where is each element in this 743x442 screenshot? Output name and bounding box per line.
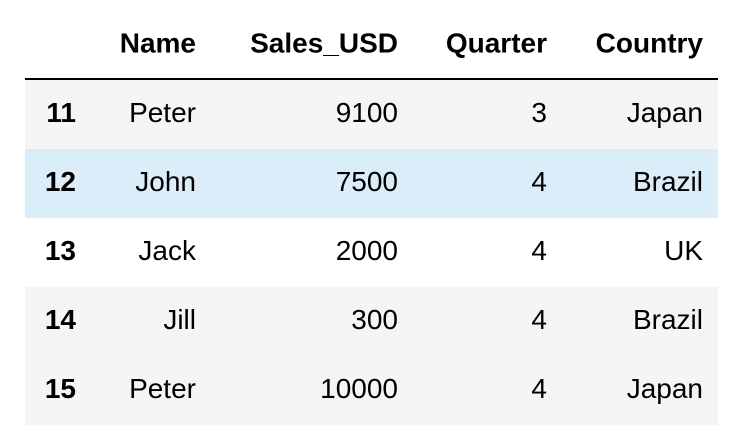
row-background: [25, 287, 718, 356]
table-cell: 10000: [320, 373, 398, 404]
row-index: 15: [45, 373, 76, 404]
column-header: Quarter: [446, 27, 547, 58]
column-header: Country: [596, 27, 704, 58]
row-index: 14: [45, 304, 77, 335]
row-index: 11: [46, 97, 76, 128]
row-background: [25, 149, 718, 218]
column-header: Name: [120, 27, 196, 58]
table-cell: Jill: [163, 304, 196, 335]
table-cell: Brazil: [633, 304, 703, 335]
row-index: 12: [45, 166, 76, 197]
table-cell: 4: [531, 235, 547, 266]
table-cell: Japan: [627, 373, 703, 404]
table-cell: 3: [531, 97, 547, 128]
row-background: [25, 80, 718, 149]
row-index: 13: [45, 235, 76, 266]
table-cell: John: [135, 166, 196, 197]
table-cell: 2000: [336, 235, 398, 266]
table-cell: 9100: [336, 97, 398, 128]
row-background: [25, 218, 718, 287]
table-cell: UK: [664, 235, 703, 266]
table-cell: Japan: [627, 97, 703, 128]
table-cell: Jack: [138, 235, 197, 266]
row-background: [25, 356, 718, 425]
table-cell: 4: [531, 373, 547, 404]
table-cell: 4: [531, 304, 547, 335]
table-cell: 300: [351, 304, 398, 335]
table-cell: 4: [531, 166, 547, 197]
table-cell: Peter: [129, 97, 196, 128]
table-cell: Brazil: [633, 166, 703, 197]
table-cell: Peter: [129, 373, 196, 404]
column-header: Sales_USD: [250, 27, 398, 58]
table-cell: 7500: [336, 166, 398, 197]
